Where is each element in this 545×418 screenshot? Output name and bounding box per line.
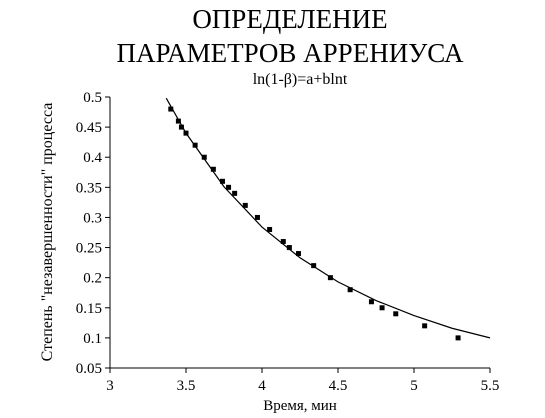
data-point xyxy=(226,184,232,190)
chart-title: ПАРАМЕТРОВ АРРЕНИУСА xyxy=(117,38,464,68)
data-point xyxy=(168,106,174,112)
data-point xyxy=(379,305,385,311)
y-tick-label: 0.1 xyxy=(83,331,102,347)
data-point xyxy=(219,178,225,184)
y-tick-label: 0.15 xyxy=(76,301,102,317)
data-point xyxy=(393,311,399,317)
data-point xyxy=(347,287,353,293)
data-point xyxy=(295,251,301,257)
data-point xyxy=(455,335,461,341)
data-point xyxy=(286,245,292,251)
chart-subtitle: ln(1-β)=a+blnt xyxy=(253,71,348,88)
data-point xyxy=(368,299,374,305)
fit-curve xyxy=(165,97,491,339)
chart-title: ОПРЕДЕЛЕНИЕ xyxy=(192,4,387,34)
x-tick-label: 3 xyxy=(106,378,114,394)
x-tick-label: 5 xyxy=(410,378,418,394)
y-tick-label: 0.05 xyxy=(76,361,102,377)
data-point xyxy=(210,166,216,172)
y-tick-label: 0.35 xyxy=(76,180,102,196)
data-point xyxy=(267,226,273,232)
data-point xyxy=(178,124,184,130)
y-tick-label: 0.25 xyxy=(76,241,102,257)
y-tick-label: 0.3 xyxy=(83,210,102,226)
data-point xyxy=(242,202,248,208)
data-point xyxy=(280,239,286,245)
y-tick-label: 0.45 xyxy=(76,120,102,136)
data-point xyxy=(175,118,181,124)
x-tick-label: 3.5 xyxy=(177,378,196,394)
data-point xyxy=(311,263,317,269)
y-tick-label: 0.4 xyxy=(83,150,102,166)
data-point xyxy=(232,190,238,196)
y-tick-label: 0.5 xyxy=(83,90,102,106)
x-tick-label: 4.5 xyxy=(329,378,348,394)
data-point xyxy=(254,214,260,220)
data-point xyxy=(422,323,428,329)
y-axis-label: Степень "незавершенности" процесса xyxy=(39,103,56,362)
x-axis-label: Время, мин xyxy=(263,398,337,414)
x-tick-label: 4 xyxy=(258,378,266,394)
x-tick-label: 5.5 xyxy=(481,378,500,394)
data-point xyxy=(201,154,207,160)
y-tick-label: 0.2 xyxy=(83,271,102,287)
